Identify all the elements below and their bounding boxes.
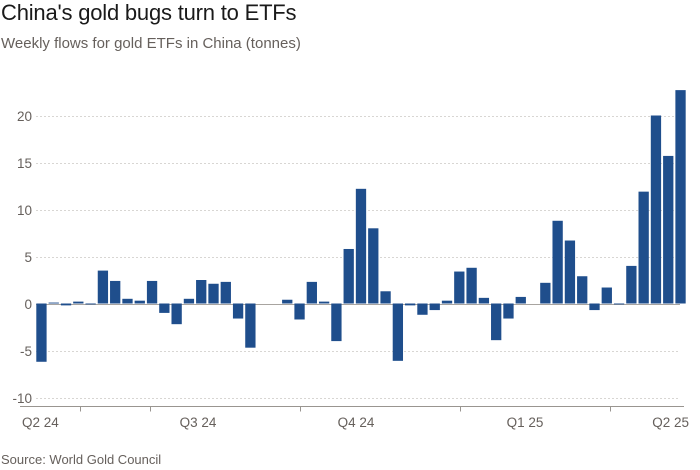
y-tick-label: 15 [17,156,32,171]
bar [122,298,133,304]
bar [577,276,588,304]
bar [232,303,244,319]
bar [306,281,317,304]
bar [515,296,526,304]
bar [491,303,502,341]
bar [331,303,342,342]
bar [368,228,379,304]
x-tick-label: Q2 24 [22,415,59,430]
bar [318,301,330,304]
y-tick-label: 0 [24,297,32,312]
bar [355,188,367,304]
bar [454,271,465,304]
bar [663,155,674,304]
bar [466,267,477,304]
bar [343,248,354,304]
bar [134,300,145,304]
bar [208,283,219,304]
bar [540,282,551,304]
x-axis: Q2 24 Q3 24 Q4 24 Q1 25 Q2 25 [20,406,689,430]
bar [146,280,158,304]
y-axis-labels: -10 -5 0 5 10 15 20 [12,109,32,406]
bar [110,280,121,304]
bar [417,303,428,315]
y-tick-label: 10 [17,203,32,218]
bar [85,303,96,305]
bar [380,291,391,304]
chart-subtitle: Weekly flows for gold ETFs in China (ton… [1,35,301,52]
bar [97,270,109,304]
bar [183,298,195,304]
y-tick-label: 20 [17,109,32,124]
bar [171,303,182,325]
bar [638,191,649,304]
y-tick-label: -5 [20,344,32,359]
bar [245,303,256,348]
bar [405,303,416,306]
bar [73,301,84,304]
bar [282,299,293,304]
bar [220,281,231,304]
x-tick-label: Q3 24 [180,415,217,430]
bar [196,280,207,304]
chart-title: China's gold bugs turn to ETFs [1,0,297,25]
bars [36,90,686,362]
bar [48,302,59,304]
bar [60,303,72,306]
source-note: Source: World Gold Council [1,452,162,467]
bar [392,303,404,361]
bar [601,287,612,304]
y-tick-label: 5 [24,250,32,265]
bar [36,303,47,362]
bar [650,115,662,304]
x-tick-label: Q1 25 [507,415,544,430]
x-tick-label: Q4 24 [338,415,375,430]
bar [626,265,637,304]
bar [613,303,625,305]
bar [441,300,453,304]
bar [478,297,490,304]
x-tick-label: Q2 25 [652,415,689,430]
bar [675,90,686,304]
bar [294,303,305,320]
bar [589,303,600,311]
bar [503,303,514,319]
bar [159,303,170,313]
bar [552,220,563,304]
bar [429,303,440,311]
bar [564,240,576,304]
y-tick-label: -10 [12,391,32,406]
